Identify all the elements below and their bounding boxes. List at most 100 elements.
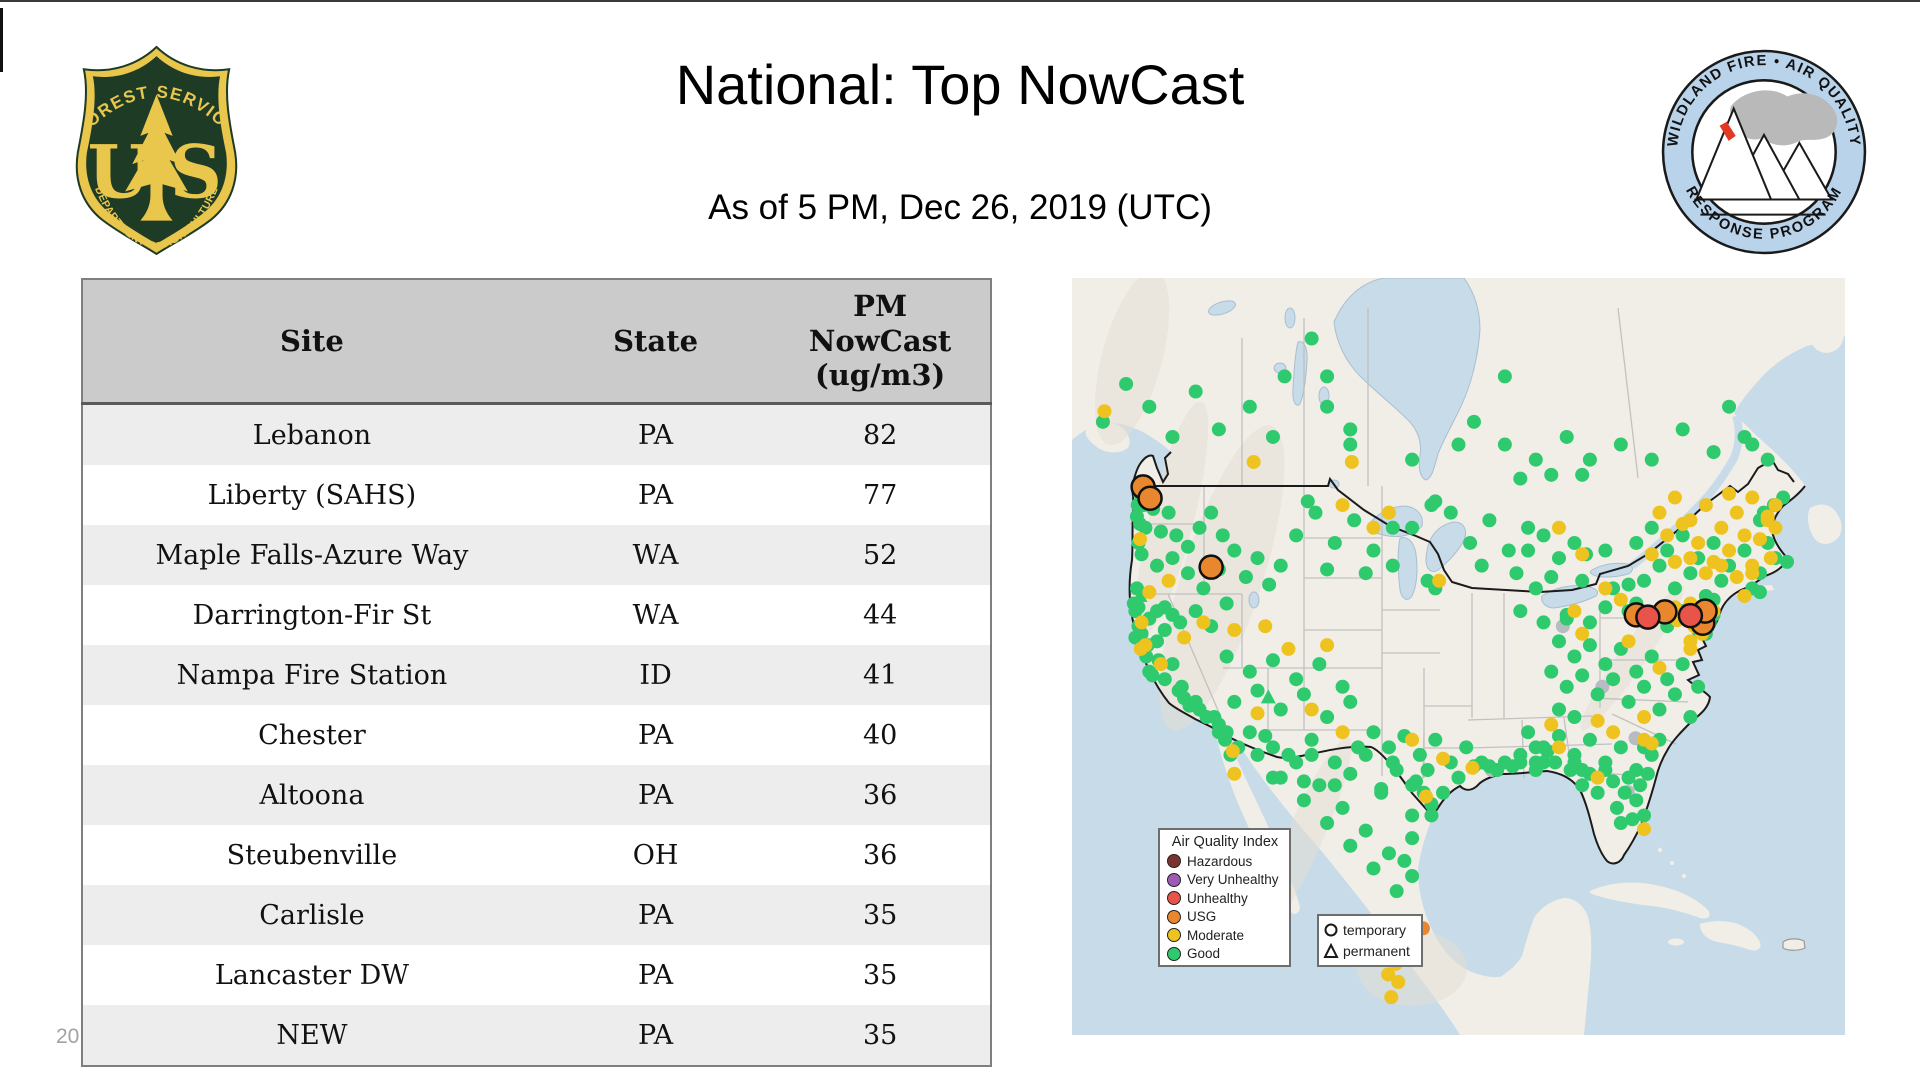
aqi-monitor-dot: [1621, 770, 1636, 785]
aqi-monitor-dot: [1544, 717, 1559, 732]
aqi-monitor-dot: [1463, 535, 1478, 550]
aqi-monitor-dot: [1196, 581, 1211, 596]
state-cell: PA: [637, 479, 674, 511]
site-cell: Lancaster DW: [214, 959, 410, 991]
aqi-monitor-dot: [1095, 414, 1110, 429]
aqi-dots-layer: [1095, 331, 1795, 1005]
aqi-monitor-dot: [1528, 740, 1543, 755]
aqi-monitor-dot: [1273, 558, 1288, 573]
aqi-monitor-dot: [1335, 725, 1350, 740]
nowcast-table: Site State PM NowCast (ug/m3) Lebanon PA 82 L…: [81, 278, 992, 1067]
aqi-monitor-dot: [1513, 604, 1528, 619]
aqi-monitor-dot: [1551, 551, 1566, 566]
temporary-monitor-icon: [1324, 923, 1338, 936]
table-row: NEW PA 35: [82, 1005, 991, 1066]
aqi-monitor-dot: [1385, 755, 1400, 770]
aqi-monitor-dot: [1683, 551, 1698, 566]
aqi-monitor-dot: [1443, 505, 1458, 520]
aqi-legend-label: Moderate: [1187, 927, 1245, 943]
aqi-monitor-dot: [1134, 626, 1149, 641]
table-row: Maple Falls-Azure Way WA 52: [82, 525, 991, 585]
aqi-monitor-dot: [1698, 498, 1713, 513]
aqi-monitor-dot: [1347, 513, 1362, 528]
aqi-monitor-dot: [1374, 785, 1389, 800]
aqi-monitor-dot: [1343, 838, 1358, 853]
aqi-monitor-dot: [1358, 566, 1373, 581]
aqi-monitor-dot: [1637, 573, 1652, 588]
aqi-monitor-dot: [1633, 778, 1648, 793]
aqi-monitor-dot: [1714, 520, 1729, 535]
aqi-monitor-dot: [1675, 657, 1690, 672]
marker-legend: temporary permanent: [1317, 914, 1423, 967]
aqi-monitor-dot: [1134, 615, 1149, 630]
column-header-state: State: [540, 279, 771, 405]
aqi-monitor-dot: [1408, 774, 1423, 789]
aqi-monitor-dot: [1132, 587, 1148, 602]
aqi-monitor-dot: [1536, 615, 1551, 630]
aqi-monitor-dot: [1296, 774, 1311, 789]
aqi-monitor-dot: [1590, 770, 1605, 785]
aqi-legend-label: Unhealthy: [1187, 890, 1248, 906]
aqi-monitor-dot: [1598, 581, 1613, 596]
aqi-monitor-dot: [1567, 710, 1582, 725]
aqi-monitor-dot: [1188, 604, 1203, 619]
marker-legend-item: temporary: [1323, 919, 1417, 940]
aqi-legend-label: Good: [1187, 946, 1221, 962]
aqi-monitor-dot: [1551, 520, 1566, 535]
aqi-monitor-dot: [1366, 520, 1381, 535]
aqi-monitor-dot: [1219, 725, 1234, 740]
aqi-monitor-dot: [1575, 778, 1590, 793]
state-cell: OH: [632, 839, 679, 871]
pm-cell: 52: [862, 539, 898, 571]
table-row: Lebanon PA 82: [82, 403, 991, 465]
aqi-monitor-dot: [1482, 759, 1497, 774]
aqi-monitor-dot: [1165, 607, 1180, 622]
aqi-monitor-dot: [1544, 664, 1559, 679]
aqi-monitor-dot: [1763, 551, 1778, 566]
pm-cell: 36: [862, 839, 898, 871]
aqi-monitor-dot: [1513, 755, 1528, 770]
aqi-monitor-dot: [1153, 657, 1168, 672]
aqi-monitor-dot: [1165, 657, 1180, 672]
aqi-monitor-dot: [1138, 520, 1153, 535]
aqi-monitor-dot: [1613, 816, 1628, 831]
aqi-monitor-dot: [1366, 725, 1381, 740]
aqi-monitor-dot: [1405, 831, 1420, 846]
aqi-monitor-dot: [1343, 766, 1358, 781]
aqi-monitor-dot: [1737, 588, 1752, 603]
aqi-monitor-dot: [1760, 513, 1775, 528]
aqi-monitor-dot: [1198, 554, 1224, 580]
fs-letter-s: S: [170, 130, 222, 215]
aqi-monitor-dot: [1133, 641, 1148, 656]
aqi-monitor-dot: [1644, 736, 1659, 751]
aqi-monitor-dot: [1729, 570, 1744, 585]
aqi-monitor-dot: [1351, 740, 1366, 755]
aqi-legend-item: Moderate: [1167, 926, 1283, 945]
aqi-monitor-dot: [1424, 808, 1439, 823]
aqi-monitor-dot: [1459, 740, 1474, 755]
aqi-monitor-dot: [1192, 520, 1207, 535]
aqi-monitor-dot: [1644, 547, 1659, 562]
wfaqrp-flame-icon: [1719, 121, 1736, 141]
aqi-monitor-dot: [1667, 490, 1682, 505]
aqi-monitor-dot: [1482, 513, 1497, 528]
aqi-monitor-dot: [1134, 547, 1149, 562]
aqi-monitor-dot: [1737, 543, 1752, 558]
aqi-monitor-dot: [1436, 785, 1451, 800]
aqi-monitor-dot: [1613, 740, 1628, 755]
pm-cell: 35: [862, 959, 898, 991]
aqi-monitor-dot: [1497, 437, 1512, 452]
aqi-monitor-dot: [1320, 369, 1335, 384]
aqi-monitor-dot: [1737, 528, 1752, 543]
aqi-monitor-dot: [1722, 399, 1737, 414]
pm-cell: 35: [862, 899, 898, 931]
aqi-monitor-dot: [1265, 653, 1280, 668]
state-cell: WA: [632, 599, 679, 631]
aqi-monitor-dot: [1582, 452, 1597, 467]
aqi-monitor-dot: [1745, 566, 1760, 581]
aqi-monitor-dot: [1559, 429, 1574, 444]
aqi-monitor-dot: [1675, 422, 1690, 437]
aqi-monitor-dot: [1215, 528, 1230, 543]
aqi-monitor-dot: [1465, 760, 1480, 775]
aqi-monitor-dot: [1752, 532, 1767, 547]
